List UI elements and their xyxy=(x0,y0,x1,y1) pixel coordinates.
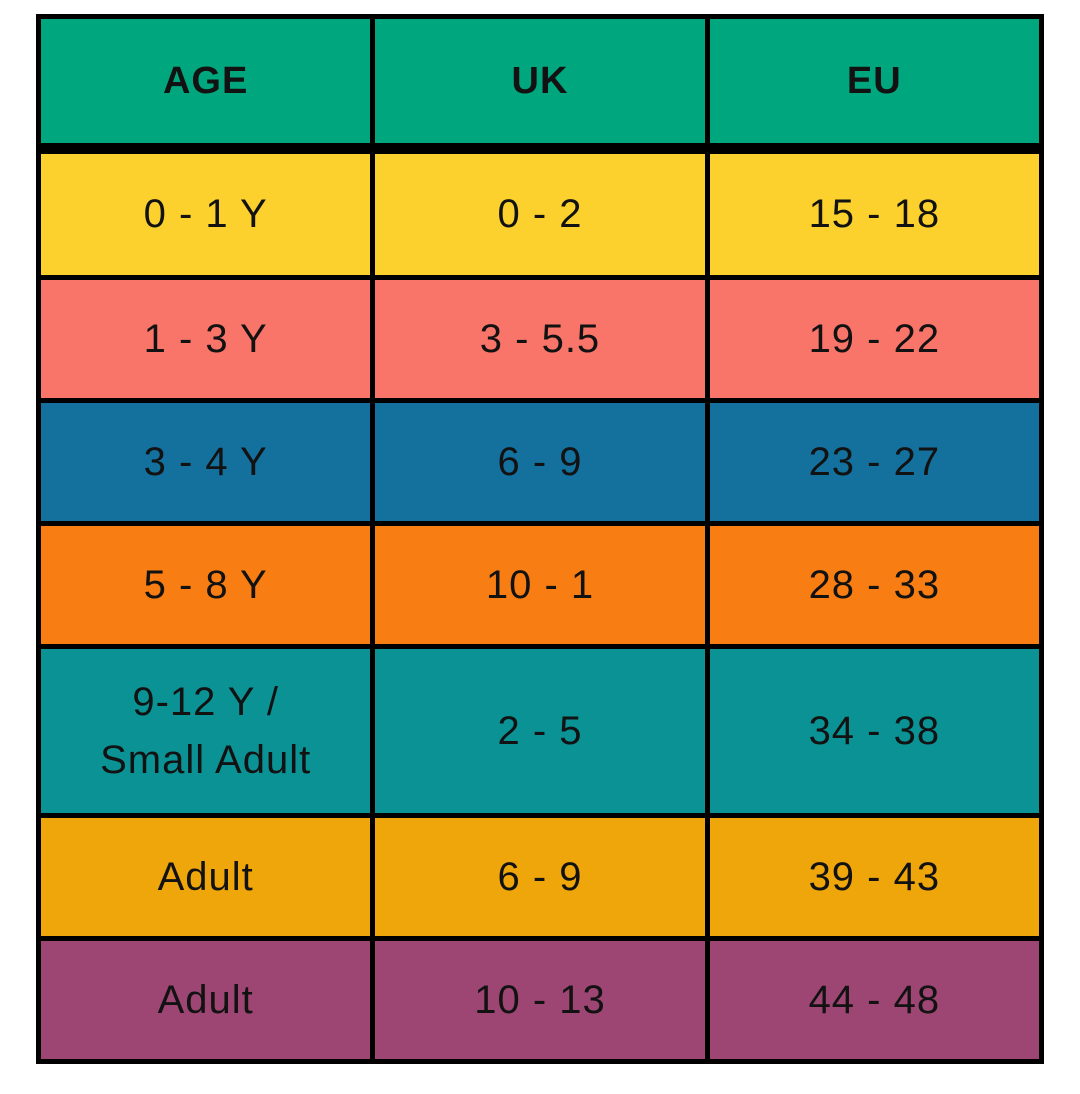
cell-age: Adult xyxy=(35,812,376,941)
cell-age: 1 - 3 Y xyxy=(35,274,376,403)
cell-uk: 6 - 9 xyxy=(370,397,710,526)
cell-age: 9-12 Y / Small Adult xyxy=(35,643,376,818)
table-row: 9-12 Y / Small Adult 2 - 5 34 - 38 xyxy=(35,643,1045,818)
header-cell-uk: UK xyxy=(370,14,710,154)
cell-uk: 6 - 9 xyxy=(370,812,710,941)
cell-uk: 0 - 2 xyxy=(370,146,710,280)
size-chart-body: 0 - 1 Y 0 - 2 15 - 18 1 - 3 Y 3 - 5.5 19… xyxy=(35,146,1045,1065)
table-row: Adult 10 - 13 44 - 48 xyxy=(35,935,1045,1065)
cell-uk: 10 - 1 xyxy=(370,520,710,649)
cell-age: 0 - 1 Y xyxy=(35,146,376,280)
cell-uk: 10 - 13 xyxy=(370,935,710,1065)
table-row: 1 - 3 Y 3 - 5.5 19 - 22 xyxy=(35,274,1045,403)
cell-eu: 15 - 18 xyxy=(704,146,1045,280)
header-row: AGE UK EU xyxy=(35,14,1045,154)
cell-uk: 3 - 5.5 xyxy=(370,274,710,403)
cell-uk: 2 - 5 xyxy=(370,643,710,818)
cell-eu: 19 - 22 xyxy=(704,274,1045,403)
size-chart-header: AGE UK EU xyxy=(35,14,1045,154)
size-chart-table: AGE UK EU 0 - 1 Y 0 - 2 15 - 18 1 - 3 Y … xyxy=(35,14,1045,1065)
table-row: 0 - 1 Y 0 - 2 15 - 18 xyxy=(35,146,1045,280)
cell-eu: 28 - 33 xyxy=(704,520,1045,649)
table-row: 5 - 8 Y 10 - 1 28 - 33 xyxy=(35,520,1045,649)
cell-age: 5 - 8 Y xyxy=(35,520,376,649)
header-cell-eu: EU xyxy=(704,14,1045,154)
cell-eu: 44 - 48 xyxy=(704,935,1045,1065)
table-row: Adult 6 - 9 39 - 43 xyxy=(35,812,1045,941)
cell-eu: 39 - 43 xyxy=(704,812,1045,941)
header-cell-age: AGE xyxy=(35,14,376,154)
cell-age: 3 - 4 Y xyxy=(35,397,376,526)
table-row: 3 - 4 Y 6 - 9 23 - 27 xyxy=(35,397,1045,526)
cell-eu: 23 - 27 xyxy=(704,397,1045,526)
cell-age: Adult xyxy=(35,935,376,1065)
cell-eu: 34 - 38 xyxy=(704,643,1045,818)
